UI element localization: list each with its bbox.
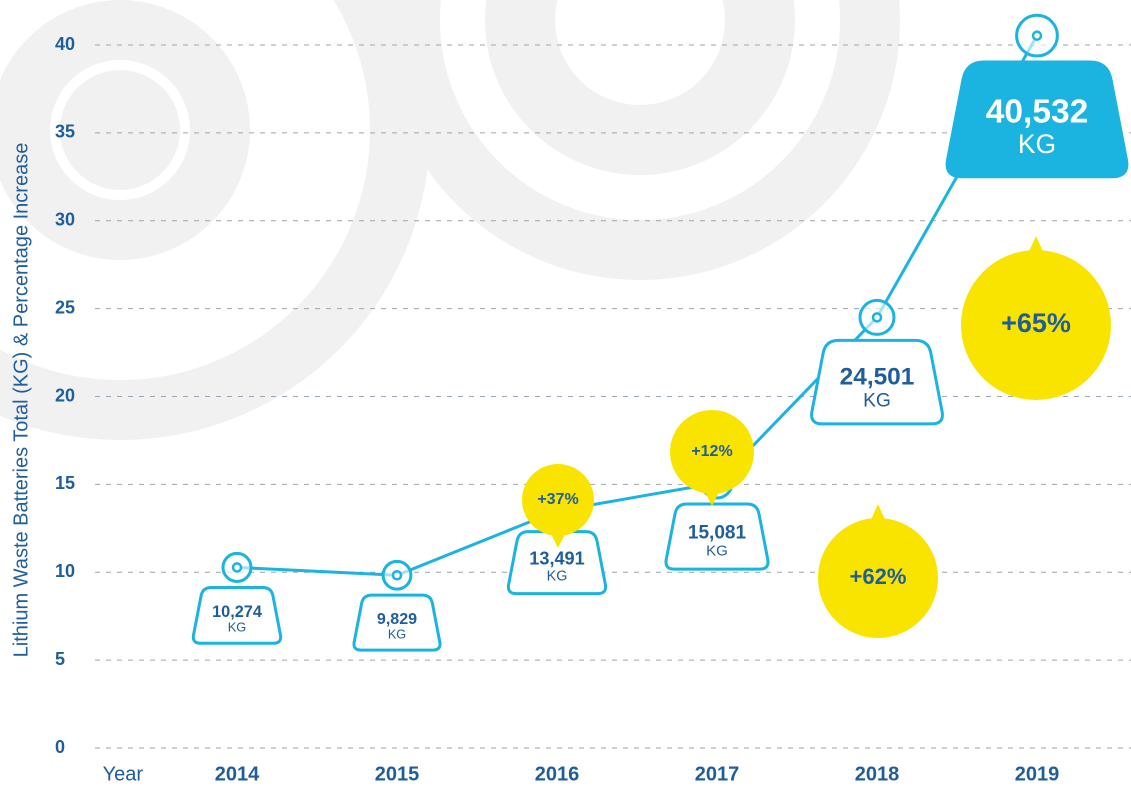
point-dot: [873, 313, 881, 321]
x-tick-label: 2015: [375, 763, 420, 785]
value-label: 15,081: [688, 522, 747, 543]
y-tick-label: 40: [55, 34, 75, 54]
unit-label: KG: [228, 620, 247, 635]
y-tick-label: 0: [55, 737, 65, 757]
x-tick-label: 2014: [215, 763, 260, 785]
chart: Lithium Waste Batteries Total (KG) & Per…: [0, 0, 1131, 796]
y-tick-label: 20: [55, 385, 75, 405]
percentage-label: +37%: [537, 491, 578, 508]
unit-label: KG: [706, 543, 728, 560]
percentage-label: +65%: [1001, 308, 1071, 338]
value-label: 9,829: [377, 610, 417, 628]
x-tick-label: 2018: [855, 763, 900, 785]
y-tick-label: 30: [55, 210, 75, 230]
y-tick-label: 25: [55, 297, 75, 317]
point-dot: [1033, 32, 1041, 40]
value-label: 24,501: [840, 363, 915, 390]
unit-label: KG: [1018, 129, 1056, 159]
percentage-label: +62%: [850, 564, 907, 589]
percentage-label: +12%: [691, 443, 732, 460]
background-decoration: [0, 0, 870, 410]
unit-label: KG: [388, 628, 406, 642]
y-tick-label: 10: [55, 561, 75, 581]
unit-label: KG: [547, 569, 568, 585]
point-dot: [233, 563, 241, 571]
x-tick-label: 2017: [695, 763, 740, 785]
unit-label: KG: [863, 390, 891, 411]
y-tick-label: 5: [55, 649, 65, 669]
value-label: 10,274: [212, 603, 262, 621]
x-axis-label: Year: [103, 763, 144, 785]
value-label: 13,491: [529, 548, 584, 568]
value-label: 40,532: [986, 94, 1089, 131]
y-tick-label: 15: [55, 473, 75, 493]
y-axis-label: Lithium Waste Batteries Total (KG) & Per…: [10, 143, 32, 658]
x-tick-label: 2016: [535, 763, 580, 785]
y-tick-label: 35: [55, 122, 75, 142]
x-tick-label: 2019: [1015, 763, 1060, 785]
point-dot: [393, 571, 401, 579]
